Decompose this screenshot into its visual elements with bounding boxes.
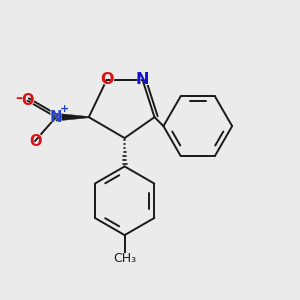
Text: O: O bbox=[28, 132, 42, 150]
Text: N: N bbox=[50, 110, 62, 125]
Text: O: O bbox=[29, 134, 41, 148]
Text: N: N bbox=[136, 72, 149, 87]
Text: N: N bbox=[49, 108, 63, 126]
Text: O: O bbox=[100, 72, 113, 87]
Text: –: – bbox=[16, 91, 23, 105]
Text: N: N bbox=[135, 71, 150, 89]
Text: CH₃: CH₃ bbox=[113, 253, 136, 266]
Text: +: + bbox=[60, 104, 69, 114]
Text: O: O bbox=[20, 92, 35, 110]
Text: O: O bbox=[21, 93, 34, 108]
Text: O: O bbox=[99, 71, 114, 89]
Polygon shape bbox=[56, 113, 89, 121]
